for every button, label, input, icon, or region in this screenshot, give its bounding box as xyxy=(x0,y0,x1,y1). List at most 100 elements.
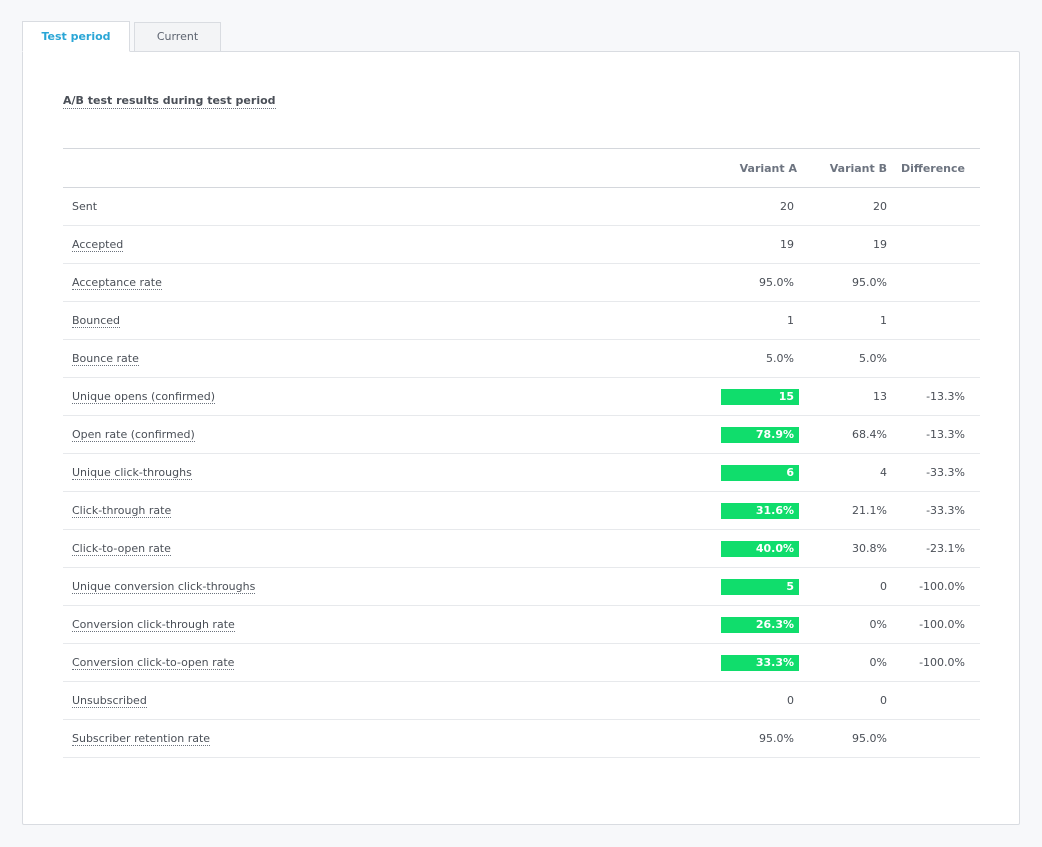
metric-cell: Click-to-open rate xyxy=(63,530,683,568)
variant-b-value: 21.1% xyxy=(852,504,887,517)
table-row: Subscriber retention rate 95.0% 95.0% xyxy=(63,720,980,758)
variant-b-value: 4 xyxy=(880,466,887,479)
winner-badge: 33.3% xyxy=(721,654,799,671)
difference-value xyxy=(887,340,980,378)
variant-a-cell: 40.0% xyxy=(683,530,799,568)
metric-label[interactable]: Unique click-throughs xyxy=(72,465,192,480)
metric-label[interactable]: Conversion click-through rate xyxy=(72,617,235,632)
winner-badge: 31.6% xyxy=(721,502,799,519)
variant-a-value: 0 xyxy=(787,694,794,707)
table-row: Unique click-throughs 6 4 -33.3% xyxy=(63,454,980,492)
table-row: Unsubscribed 0 0 xyxy=(63,682,980,720)
variant-b-value: 19 xyxy=(873,238,887,251)
metric-cell: Unique conversion click-throughs xyxy=(63,568,683,606)
winner-badge: 15 xyxy=(721,388,799,405)
metric-label[interactable]: Acceptance rate xyxy=(72,275,162,290)
metric-cell: Bounced xyxy=(63,302,683,340)
metric-label[interactable]: Subscriber retention rate xyxy=(72,731,211,746)
metric-label[interactable]: Bounce rate xyxy=(72,351,139,366)
table-row: Unique conversion click-throughs 5 0 -100.0… xyxy=(63,568,980,606)
variant-a-cell: 95.0% xyxy=(683,264,799,302)
variant-a-cell: 95.0% xyxy=(683,720,799,758)
metric-cell: Sent xyxy=(63,188,683,226)
metric-cell: Accepted xyxy=(63,226,683,264)
metric-cell: Subscriber retention rate xyxy=(63,720,683,758)
variant-b-value: 0 xyxy=(880,580,887,593)
metric-label[interactable]: Conversion click-to-open rate xyxy=(72,655,235,670)
metric-cell: Unique click-throughs xyxy=(63,454,683,492)
difference-value xyxy=(887,226,980,264)
metric-cell: Conversion click-through rate xyxy=(63,606,683,644)
variant-b-value: 0 xyxy=(880,694,887,707)
table-row: Open rate (confirmed) 78.9% 68.4% -13.3% xyxy=(63,416,980,454)
variant-b-value: 95.0% xyxy=(852,732,887,745)
metric-cell: Open rate (confirmed) xyxy=(63,416,683,454)
header-difference: Difference xyxy=(901,161,965,175)
metric-cell: Bounce rate xyxy=(63,340,683,378)
tab-bar: Test period Current xyxy=(22,21,225,52)
table-row: Click-to-open rate 40.0% 30.8% -23.1% xyxy=(63,530,980,568)
variant-a-cell: 0 xyxy=(683,682,799,720)
winner-badge: 5 xyxy=(721,578,799,595)
metric-label[interactable]: Click-through rate xyxy=(72,503,172,518)
metric-label[interactable]: Unique opens (confirmed) xyxy=(72,389,216,404)
metric-label[interactable]: Click-to-open rate xyxy=(72,541,171,556)
section-title[interactable]: A/B test results during test period xyxy=(63,94,276,109)
winner-badge: 40.0% xyxy=(721,540,799,557)
difference-value xyxy=(887,302,980,340)
variant-b-value: 30.8% xyxy=(852,542,887,555)
variant-a-cell: 5 xyxy=(683,568,799,606)
metric-label[interactable]: Bounced xyxy=(72,313,121,328)
metric-cell: Conversion click-to-open rate xyxy=(63,644,683,682)
variant-b-value: 0% xyxy=(869,656,887,669)
winner-badge: 78.9% xyxy=(721,426,799,443)
table-row: Click-through rate 31.6% 21.1% -33.3% xyxy=(63,492,980,530)
variant-b-value: 0% xyxy=(869,618,887,631)
difference-value xyxy=(887,264,980,302)
variant-a-value: 95.0% xyxy=(759,276,794,289)
metric-label[interactable]: Unique conversion click-throughs xyxy=(72,579,256,594)
variant-a-cell: 31.6% xyxy=(683,492,799,530)
variant-b-value: 1 xyxy=(880,314,887,327)
table-row: Bounced 1 1 xyxy=(63,302,980,340)
table-row: Sent 20 20 xyxy=(63,188,980,226)
table-header-row: Variant A Variant B Difference xyxy=(63,148,980,188)
variant-a-value: 20 xyxy=(780,200,794,213)
variant-a-cell: 5.0% xyxy=(683,340,799,378)
variant-a-value: 95.0% xyxy=(759,732,794,745)
variant-a-cell: 78.9% xyxy=(683,416,799,454)
variant-a-cell: 26.3% xyxy=(683,606,799,644)
difference-value: -13.3% xyxy=(926,390,965,403)
variant-b-value: 20 xyxy=(873,200,887,213)
variant-b-value: 95.0% xyxy=(852,276,887,289)
table-row: Conversion click-to-open rate 33.3% 0% -100… xyxy=(63,644,980,682)
variant-a-cell: 19 xyxy=(683,226,799,264)
difference-value: -23.1% xyxy=(926,542,965,555)
difference-value: -100.0% xyxy=(919,618,965,631)
metric-cell: Click-through rate xyxy=(63,492,683,530)
header-metric xyxy=(63,149,683,188)
metric-cell: Unique opens (confirmed) xyxy=(63,378,683,416)
variant-a-value: 5.0% xyxy=(766,352,794,365)
table-row: Bounce rate 5.0% 5.0% xyxy=(63,340,980,378)
variant-b-value: 13 xyxy=(873,390,887,403)
table-row: Unique opens (confirmed) 15 13 -13.3% xyxy=(63,378,980,416)
metric-label[interactable]: Open rate (confirmed) xyxy=(72,427,195,442)
variant-b-value: 5.0% xyxy=(859,352,887,365)
variant-a-value: 1 xyxy=(787,314,794,327)
ab-results-table: Variant A Variant B Difference Sent 20 20 A… xyxy=(63,148,980,758)
tab-current[interactable]: Current xyxy=(134,22,221,52)
metric-label[interactable]: Accepted xyxy=(72,237,124,252)
difference-value: -100.0% xyxy=(919,656,965,669)
variant-a-cell: 15 xyxy=(683,378,799,416)
table-body: Sent 20 20 Accepted 19 19 Acceptance rate 95.0%… xyxy=(63,188,980,758)
winner-badge: 6 xyxy=(721,464,799,481)
variant-a-cell: 1 xyxy=(683,302,799,340)
variant-a-value: 19 xyxy=(780,238,794,251)
difference-value: -13.3% xyxy=(926,428,965,441)
metric-label[interactable]: Unsubscribed xyxy=(72,693,147,708)
difference-value xyxy=(887,188,980,226)
table-row: Acceptance rate 95.0% 95.0% xyxy=(63,264,980,302)
metric-cell: Unsubscribed xyxy=(63,682,683,720)
tab-test-period[interactable]: Test period xyxy=(22,21,130,52)
